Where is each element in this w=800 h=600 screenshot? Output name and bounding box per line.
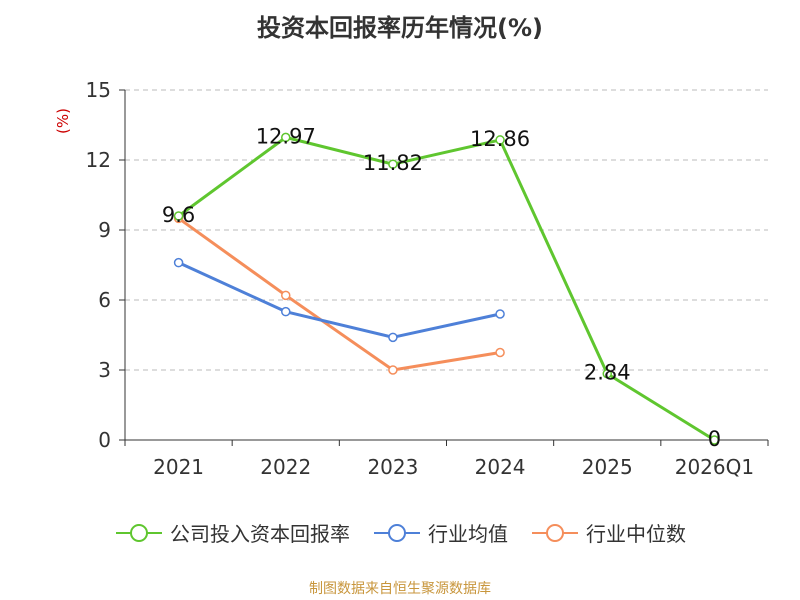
- data-point: [709, 435, 720, 445]
- series-line: [177, 135, 716, 442]
- x-tick-label: 2021: [153, 455, 204, 479]
- data-point: [281, 306, 291, 317]
- data-point: [495, 347, 505, 358]
- data-point: [602, 368, 612, 379]
- x-tick-label: 2026Q1: [675, 455, 754, 479]
- legend-swatch-company: [116, 523, 162, 542]
- legend-item-industry-mean[interactable]: 行业均值: [372, 518, 508, 547]
- legend-label-company: 公司投入资本回报率: [170, 522, 350, 546]
- data-point: [388, 159, 398, 169]
- y-tick-label: 6: [98, 288, 111, 312]
- data-label: 12.86: [470, 127, 530, 151]
- series-line: [177, 217, 501, 372]
- x-tick-label: 2023: [367, 455, 418, 479]
- data-point: [388, 332, 398, 343]
- legend-item-industry-median[interactable]: 行业中位数: [530, 518, 686, 547]
- data-source-note: 制图数据来自恒生聚源数据库: [309, 581, 491, 597]
- data-point: [281, 132, 291, 143]
- y-tick-label: 9: [98, 218, 111, 242]
- legend-swatch-industry-median: [532, 523, 578, 542]
- y-tick-label: 12: [86, 148, 111, 172]
- data-label: 11.82: [363, 151, 423, 175]
- data-label: 12.97: [256, 124, 316, 148]
- data-point: [495, 135, 505, 145]
- x-tick-label: 2025: [582, 455, 633, 479]
- data-label: 0: [708, 427, 721, 451]
- x-tick-label: 2022: [260, 455, 311, 479]
- x-tick-label: 2024: [475, 455, 526, 479]
- legend-label-industry-mean: 行业均值: [428, 522, 508, 546]
- data-point: [173, 211, 184, 221]
- data-point: [388, 365, 398, 375]
- y-tick-label: 3: [98, 358, 111, 382]
- y-tick-label: 0: [98, 428, 111, 452]
- legend-item-company[interactable]: 公司投入资本回报率: [114, 518, 350, 547]
- data-point: [495, 309, 505, 319]
- legend: 公司投入资本回报率 行业均值 行业中位数: [0, 518, 800, 547]
- data-label: 9.6: [162, 203, 195, 227]
- series-line: [177, 261, 501, 339]
- chart-title: 投资本回报率历年情况(%): [257, 14, 543, 42]
- legend-swatch-industry-mean: [374, 523, 420, 542]
- data-point: [281, 290, 291, 301]
- data-point: [173, 257, 184, 268]
- legend-label-industry-median: 行业中位数: [586, 522, 686, 546]
- y-tick-label: 15: [86, 78, 111, 102]
- data-label: 2.84: [584, 361, 631, 385]
